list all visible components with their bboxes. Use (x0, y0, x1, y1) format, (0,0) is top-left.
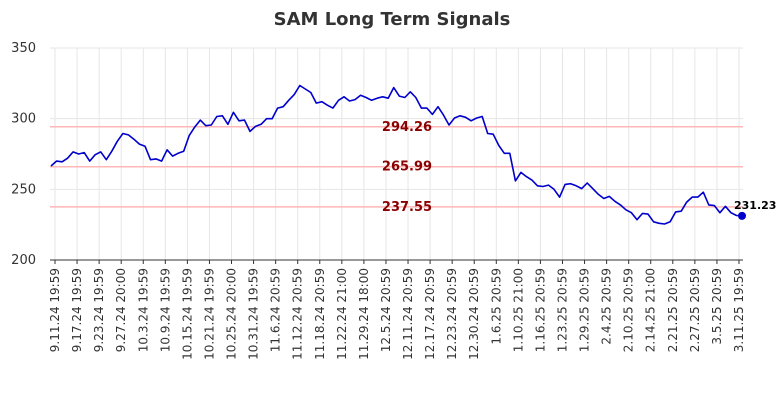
x-tick-label: 3.5.25 20:59 (710, 268, 724, 345)
x-tick-label: 11.29.24 18:00 (357, 268, 371, 360)
x-tick-label: 2.27.25 20:59 (688, 268, 702, 352)
x-tick-label: 12.11.24 20:59 (401, 268, 415, 360)
x-tick-label: 1.29.25 20:59 (578, 268, 592, 352)
y-tick-label: 250 (11, 182, 36, 197)
x-tick-label: 12.23.24 20:59 (445, 268, 459, 360)
x-tick-label: 11.22.24 21:00 (335, 268, 349, 360)
x-tick-label: 10.3.24 19:59 (136, 268, 150, 352)
x-tick-label: 1.16.25 20:59 (533, 268, 547, 352)
x-tick-label: 2.14.25 21:00 (644, 268, 658, 352)
x-tick-label: 9.27.24 20:00 (114, 268, 128, 352)
x-tick-label: 11.6.24 20:59 (269, 268, 283, 352)
signal-label: 265.99 (382, 160, 432, 175)
x-tick-label: 12.17.24 20:59 (423, 268, 437, 360)
x-tick-label: 9.11.24 19:59 (48, 268, 62, 352)
x-tick-label: 2.21.25 20:59 (666, 268, 680, 352)
y-tick-label: 350 (11, 41, 36, 56)
grid (50, 47, 743, 261)
signal-label: 294.26 (382, 120, 432, 135)
y-tick-label: 200 (11, 253, 36, 268)
x-tick-label: 10.25.24 20:00 (225, 268, 239, 360)
x-tick-label: 10.9.24 19:59 (158, 268, 172, 352)
x-tick-label: 12.30.24 20:59 (467, 268, 481, 360)
x-tick-label: 1.6.25 20:59 (489, 268, 503, 345)
x-tick-label: 1.10.25 21:00 (511, 268, 525, 352)
last-point-marker (738, 211, 746, 220)
x-tick-label: 9.23.24 19:59 (92, 268, 106, 352)
chart-title: SAM Long Term Signals (274, 9, 511, 30)
x-tick-label: 9.17.24 19:59 (70, 268, 84, 352)
signal-label: 237.55 (382, 200, 432, 215)
price-line (50, 84, 743, 225)
x-tick-label: 10.31.24 19:59 (247, 268, 261, 360)
x-tick-label: 11.18.24 20:59 (313, 268, 327, 360)
x-tick-label: 10.15.24 19:59 (180, 268, 194, 360)
axes: 200 250 300 350 9.11.24 19:59 9.17.24 19:59 9.… (11, 41, 746, 360)
last-value-label: 231.23 (734, 199, 776, 212)
signal-levels: 294.26 265.99 237.55 (50, 120, 743, 215)
y-tick-label: 300 (11, 112, 36, 127)
x-tick-label: 2.10.25 20:59 (622, 268, 636, 352)
x-tick-label: 2.4.25 20:59 (600, 268, 614, 345)
series: 231.23 (50, 84, 776, 225)
x-tick-label: 10.21.24 19:59 (202, 268, 216, 360)
x-tick-label: 12.5.24 20:59 (379, 268, 393, 352)
x-tick-label: 3.11.25 19:59 (732, 268, 746, 352)
x-tick-label: 11.12.24 20:59 (291, 268, 305, 360)
x-tick-label: 1.23.25 20:59 (555, 268, 569, 352)
